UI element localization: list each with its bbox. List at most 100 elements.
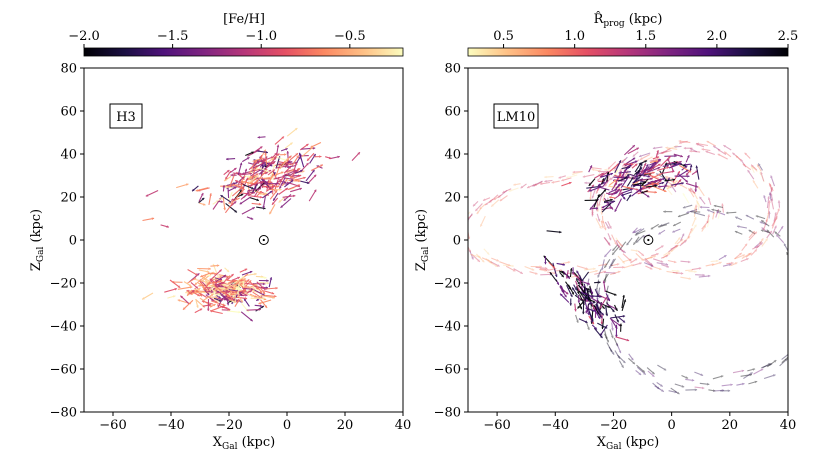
clump-vector (187, 269, 198, 276)
orbit-vector (461, 238, 464, 246)
clump-vector (282, 194, 296, 198)
orbit-vector (771, 216, 778, 227)
clump-vector (295, 156, 301, 164)
clump-vector (660, 155, 671, 167)
orbit-vector (632, 227, 638, 234)
orbit-vector (657, 224, 667, 228)
orbit-vector (610, 270, 621, 276)
clump-vector (279, 157, 290, 170)
orbit-vector (661, 149, 672, 154)
clump-vector (569, 298, 573, 306)
left-axis-ticks: −60 −40 −20 0 20 40 −80 −60 −40 −20 0 20 40 60 80 (50, 62, 412, 434)
clump-vector (249, 293, 257, 298)
clump-vector (562, 270, 571, 280)
clump-vector (673, 153, 683, 158)
orbit-vector (706, 219, 710, 228)
clump-vector (626, 194, 632, 202)
clump-vector (223, 175, 232, 182)
orbit-vector (544, 179, 553, 183)
clump-vector (308, 189, 317, 202)
orbit-vector (472, 201, 479, 207)
orbit-vector (667, 259, 677, 264)
clump-vector (200, 272, 210, 278)
orbit-vector (699, 205, 710, 209)
clump-vector (590, 288, 594, 295)
clump-vector (591, 303, 595, 311)
clump-vector (262, 190, 273, 199)
clump-vector (232, 172, 242, 175)
orbit-vector (697, 185, 705, 197)
orbit-vector (678, 183, 688, 189)
left-sun-marker (258, 235, 269, 245)
orbit-vector (795, 351, 801, 357)
orbit-vector (682, 204, 693, 209)
clump-vector (260, 276, 267, 279)
orbit-vector (476, 253, 485, 263)
orbit-vector (717, 148, 727, 155)
orbit-vector (775, 234, 785, 244)
orbit-vector (484, 198, 494, 206)
orbit-vector (607, 221, 612, 229)
orbit-vector (604, 237, 611, 245)
clump-vector (259, 192, 268, 195)
clump-vector (241, 206, 256, 215)
clump-vector (279, 153, 287, 156)
orbit-vector (766, 230, 773, 239)
orbit-vector (644, 258, 653, 266)
orbit-vector (743, 372, 753, 380)
orbit-vector (688, 187, 695, 198)
clump-vector (647, 163, 661, 172)
orbit-vector (610, 263, 620, 267)
x-tick-label: 40 (395, 418, 412, 433)
clump-vector (176, 183, 189, 189)
clump-vector (267, 172, 275, 186)
clump-vector (252, 157, 264, 162)
clump-vector (306, 152, 315, 162)
clump-vector (273, 188, 282, 191)
orbit-vector (696, 142, 708, 147)
orbit-vector (766, 359, 777, 368)
clump-vector (235, 283, 244, 288)
orbit-vector (479, 215, 486, 227)
orbit-vector (610, 258, 616, 267)
orbit-vector (798, 265, 801, 272)
clump-vector (274, 136, 285, 145)
clump-vector (571, 287, 578, 296)
clump-vector (145, 190, 159, 197)
clump-vector (329, 155, 340, 160)
clump-vector (621, 299, 627, 312)
clump-vector (269, 204, 276, 215)
orbit-vector (482, 197, 491, 202)
orbit-vector (649, 158, 659, 163)
orbit-vector (689, 187, 696, 194)
clump-vector (602, 280, 606, 293)
orbit-vector (736, 382, 745, 386)
clump-vector (307, 174, 317, 184)
clump-vector (289, 175, 298, 182)
clump-vector (194, 308, 203, 314)
clump-vector (660, 170, 675, 175)
orbit-vector (770, 193, 774, 201)
right-panel-label: LM10 (497, 110, 536, 125)
orbit-vector (663, 210, 673, 213)
clump-vector (615, 336, 630, 342)
orbit-vector (766, 229, 775, 238)
colorbar-tick-label: −1.5 (157, 29, 189, 44)
orbit-vector (774, 231, 781, 237)
orbit-vector (539, 268, 549, 271)
orbit-vector (722, 263, 732, 267)
orbit-vector (668, 244, 678, 253)
orbit-vector (672, 228, 681, 233)
orbit-vector (720, 389, 731, 393)
orbit-vector (686, 208, 698, 214)
orbit-vector (479, 203, 486, 210)
orbit-vector (596, 200, 600, 212)
clump-vector (142, 217, 155, 222)
orbit-vector (490, 199, 500, 208)
right-colorbar-label: R̂prog (kpc) (594, 11, 663, 29)
orbit-vector (691, 267, 702, 271)
orbit-vector (471, 253, 481, 263)
orbit-vector (660, 254, 669, 259)
clump-vector (588, 165, 593, 173)
clump-vector (207, 290, 214, 294)
